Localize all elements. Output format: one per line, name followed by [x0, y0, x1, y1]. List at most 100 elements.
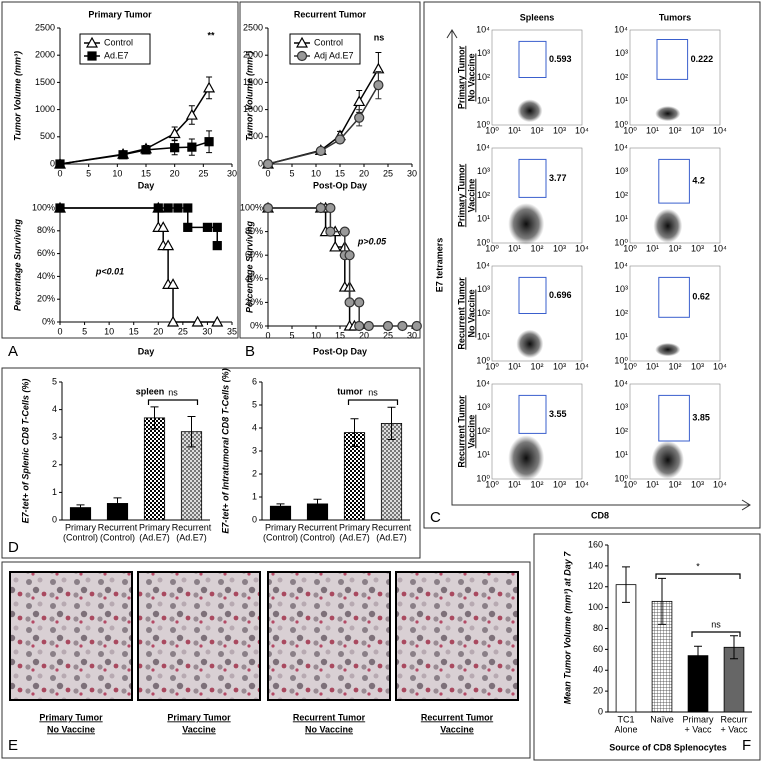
- y-tick-label: 60%: [37, 248, 55, 258]
- flow-y-tick-label: 10⁰: [476, 355, 490, 365]
- flow-y-tick-label: 10⁰: [614, 119, 628, 129]
- x-tick-label: Naïve: [650, 714, 674, 724]
- annotation: p>0.05: [357, 236, 387, 246]
- x-tick-label: 5: [289, 168, 294, 178]
- x-tick-label: Primary: [683, 714, 714, 724]
- x-tick-label: 5: [289, 330, 294, 340]
- x-tick-label: 30: [202, 326, 212, 336]
- x-tick-label: 35: [227, 326, 237, 336]
- series-line: [60, 207, 219, 246]
- marker: [325, 226, 336, 237]
- panel-label: D: [8, 539, 19, 556]
- y-tick-label: 2000: [243, 50, 263, 60]
- series-line: [268, 207, 355, 327]
- x-tick-label: Recurrent: [98, 522, 138, 532]
- x-axis-label: CD8: [591, 510, 609, 520]
- gate-percentage: 0.62: [692, 292, 710, 302]
- flow-y-tick-label: 10³: [615, 284, 628, 294]
- error-bar: [387, 406, 396, 440]
- y-tick-label: 1500: [35, 77, 55, 87]
- x-tick-label: (Ad.E7): [176, 532, 207, 542]
- flow-y-tick-label: 10⁴: [476, 142, 490, 152]
- column-header: Spleens: [520, 12, 555, 22]
- x-tick-label: (Ad.E7): [339, 532, 370, 542]
- y-tick-label: 80%: [37, 225, 55, 235]
- y-axis-label: Tumor Volume (mm³): [244, 51, 254, 141]
- marker: [118, 150, 128, 160]
- flow-x-tick-label: 10⁰: [485, 479, 499, 489]
- y-tick-label: 0%: [42, 316, 55, 326]
- flow-x-tick-label: 10²: [668, 361, 681, 371]
- y-tick-label: 0: [258, 158, 263, 168]
- marker: [162, 239, 175, 251]
- y-tick-label: 20%: [245, 297, 263, 307]
- y-tick-label: 20%: [37, 294, 55, 304]
- flow-x-tick-label: 10⁰: [623, 243, 637, 253]
- error-bar: [350, 418, 359, 447]
- marker: [373, 80, 384, 91]
- marker: [354, 320, 365, 332]
- gate: [518, 40, 547, 78]
- series-line: [60, 207, 218, 323]
- y-tick-label: 1000: [243, 104, 263, 114]
- marker: [295, 36, 309, 48]
- row-label: Primary Tumor: [456, 45, 466, 109]
- y-tick-label: 1000: [35, 104, 55, 114]
- panel-label: E: [8, 737, 18, 754]
- y-tick-label: 6: [252, 376, 257, 386]
- y-tick-label: 60: [593, 644, 603, 654]
- gate-percentage: 0.222: [691, 54, 714, 64]
- y-tick-label: 100: [588, 602, 603, 612]
- flow-x-tick-label: 10¹: [646, 243, 659, 253]
- x-tick-label: 20: [170, 168, 180, 178]
- flow-x-tick-label: 10⁴: [575, 361, 589, 371]
- flow-y-tick-label: 10²: [615, 190, 628, 200]
- marker: [168, 127, 181, 139]
- flow-y-tick-label: 10¹: [615, 214, 628, 224]
- error-bar: [694, 645, 702, 666]
- x-tick-label: 10: [311, 168, 321, 178]
- flow-y-tick-label: 10⁴: [476, 378, 490, 388]
- legend-label: Ad.E7: [104, 50, 129, 60]
- row-label: Vaccine: [466, 415, 476, 449]
- marker: [262, 202, 274, 214]
- y-tick-label: 2: [252, 468, 257, 478]
- annotation: ns: [368, 387, 378, 397]
- error-bar: [658, 577, 666, 625]
- marker: [202, 222, 213, 232]
- x-tick-label: Alone: [614, 724, 637, 734]
- flow-y-tick-label: 10²: [477, 308, 490, 318]
- y-tick-label: 20: [593, 686, 603, 696]
- x-tick-label: Primary: [65, 522, 96, 532]
- y-tick-label: 2500: [243, 22, 263, 32]
- marker: [167, 278, 180, 289]
- image-caption: Vaccine: [440, 724, 474, 734]
- flow-y-tick-label: 10²: [615, 426, 628, 436]
- marker: [183, 203, 193, 213]
- flow-y-tick-label: 10²: [477, 426, 490, 436]
- chart-title: Primary Tumor: [88, 9, 152, 19]
- flow-y-tick-label: 10¹: [615, 96, 628, 106]
- marker: [363, 320, 374, 332]
- flow-y-tick-label: 10²: [477, 190, 490, 200]
- flow-y-tick-label: 10³: [477, 402, 490, 412]
- y-axis-label: E7-tet+ of Intratumoral CD8 T-Cells (%): [220, 368, 230, 533]
- y-tick-label: 4: [252, 422, 257, 432]
- y-tick-label: 2: [52, 459, 57, 469]
- x-tick-label: 15: [129, 326, 139, 336]
- image-caption: Primary Tumor: [167, 712, 231, 722]
- flow-x-tick-label: 10¹: [646, 479, 659, 489]
- row-label: No Vaccine: [466, 289, 476, 337]
- marker: [157, 221, 170, 232]
- y-tick-label: 1: [252, 491, 257, 501]
- x-tick-label: Recurrent: [372, 522, 412, 532]
- x-tick-label: + Vacc: [684, 724, 712, 734]
- y-tick-label: 160: [588, 539, 603, 549]
- gate-percentage: 4.2: [692, 176, 705, 186]
- flow-y-tick-label: 10⁰: [476, 119, 490, 129]
- gate: [658, 158, 690, 204]
- event-cloud: [651, 441, 684, 479]
- gate: [518, 158, 547, 198]
- y-tick-label: 0: [252, 514, 257, 524]
- flow-y-tick-label: 10⁴: [476, 260, 490, 270]
